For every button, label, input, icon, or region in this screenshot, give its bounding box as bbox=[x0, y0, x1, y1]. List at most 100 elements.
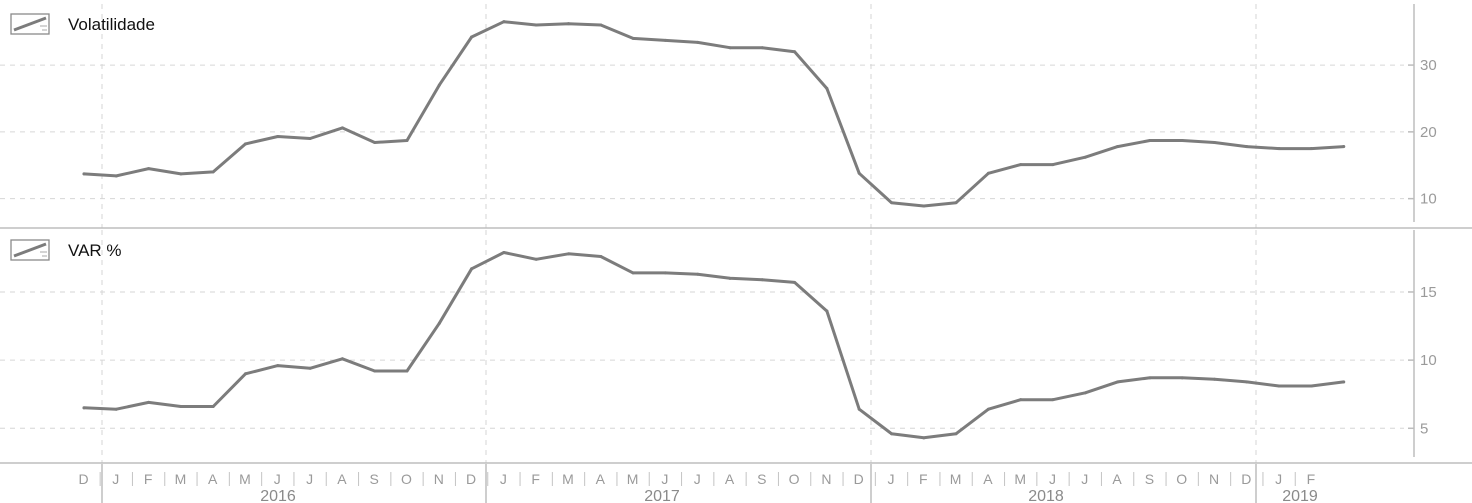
data-point bbox=[276, 135, 280, 139]
data-point bbox=[825, 309, 829, 313]
data-point bbox=[179, 172, 183, 176]
data-point bbox=[437, 321, 441, 325]
month-tick-label: A bbox=[983, 471, 993, 487]
data-point bbox=[1116, 145, 1120, 149]
month-tick-label: J bbox=[888, 471, 896, 487]
data-point bbox=[793, 50, 797, 54]
data-point bbox=[631, 271, 635, 275]
data-point bbox=[922, 436, 926, 440]
data-point bbox=[954, 432, 958, 436]
data-point bbox=[147, 167, 151, 171]
data-point bbox=[470, 267, 474, 271]
y-tick-label: 10 bbox=[1420, 352, 1437, 369]
data-point bbox=[760, 46, 764, 50]
data-point bbox=[922, 204, 926, 208]
data-point bbox=[599, 255, 603, 259]
data-point bbox=[1019, 398, 1023, 402]
month-tick-label: N bbox=[821, 471, 832, 487]
data-point bbox=[308, 137, 312, 141]
data-point bbox=[954, 201, 958, 205]
data-point bbox=[1180, 139, 1184, 143]
month-tick-label: D bbox=[1241, 471, 1252, 487]
month-tick-label: M bbox=[627, 471, 640, 487]
month-tick-label: O bbox=[789, 471, 801, 487]
month-tick-label: F bbox=[919, 471, 929, 487]
data-point bbox=[760, 278, 764, 282]
line-chart-icon bbox=[10, 13, 50, 35]
y-tick-label: 5 bbox=[1420, 420, 1428, 437]
data-point bbox=[1116, 380, 1120, 384]
data-point bbox=[728, 276, 732, 280]
data-point bbox=[696, 40, 700, 44]
data-point bbox=[825, 86, 829, 90]
data-point bbox=[82, 172, 86, 176]
data-point bbox=[114, 407, 118, 411]
data-point bbox=[793, 280, 797, 284]
month-tick-label: S bbox=[370, 471, 380, 487]
data-point bbox=[728, 46, 732, 50]
month-tick-label: J bbox=[1049, 471, 1057, 487]
month-tick-label: J bbox=[500, 471, 508, 487]
data-point bbox=[890, 432, 893, 436]
month-tick-label: M bbox=[562, 471, 575, 487]
data-point bbox=[405, 369, 409, 373]
data-point bbox=[1213, 377, 1216, 381]
month-tick-label: M bbox=[1014, 471, 1027, 487]
data-point bbox=[502, 250, 506, 254]
month-tick-label: F bbox=[1307, 471, 1317, 487]
data-point bbox=[502, 20, 506, 24]
month-tick-label: N bbox=[1209, 471, 1220, 487]
data-point bbox=[405, 139, 409, 143]
data-point bbox=[1083, 391, 1087, 395]
data-point bbox=[696, 272, 700, 276]
legend-label: Volatilidade bbox=[68, 15, 155, 34]
month-tick-label: A bbox=[337, 471, 347, 487]
data-point bbox=[1051, 163, 1055, 167]
data-point bbox=[534, 23, 538, 27]
month-tick-label: O bbox=[1176, 471, 1188, 487]
data-point bbox=[340, 126, 344, 130]
data-point bbox=[437, 83, 441, 87]
data-point bbox=[114, 174, 118, 178]
year-label: 2018 bbox=[1028, 488, 1064, 503]
x-axis: D J F M A M J J A S O N D J F M A M J J A S O N D J F M A M J J A S O N D J F2… bbox=[78, 464, 1318, 503]
month-tick-label: J bbox=[306, 471, 314, 487]
data-point bbox=[147, 400, 151, 404]
data-point bbox=[534, 257, 538, 261]
month-tick-label: M bbox=[175, 471, 188, 487]
data-point bbox=[986, 407, 990, 411]
data-point bbox=[1309, 147, 1313, 151]
data-point bbox=[1148, 139, 1152, 143]
data-point bbox=[1213, 141, 1216, 145]
data-point bbox=[308, 366, 312, 370]
data-point bbox=[276, 364, 280, 368]
data-point bbox=[1180, 376, 1184, 380]
data-point bbox=[1277, 384, 1281, 388]
month-tick-label: O bbox=[401, 471, 413, 487]
year-label: 2017 bbox=[644, 488, 680, 503]
month-tick-label: D bbox=[466, 471, 477, 487]
data-point bbox=[244, 142, 247, 146]
data-point bbox=[1148, 376, 1152, 380]
line-chart-icon bbox=[10, 239, 50, 261]
data-point bbox=[599, 23, 603, 27]
data-point bbox=[567, 252, 570, 256]
data-point bbox=[1019, 163, 1023, 167]
data-point bbox=[1051, 398, 1055, 402]
data-point bbox=[1245, 145, 1249, 149]
month-tick-label: M bbox=[950, 471, 963, 487]
data-point bbox=[986, 171, 990, 175]
volatility-panel: 10 20 30 Volatilidade bbox=[0, 4, 1472, 229]
year-label: 2016 bbox=[260, 488, 296, 503]
data-point bbox=[1342, 380, 1346, 384]
data-point bbox=[663, 271, 667, 275]
year-label: 2019 bbox=[1282, 488, 1318, 503]
series-line bbox=[82, 251, 1346, 440]
month-tick-label: S bbox=[1145, 471, 1155, 487]
month-tick-label: D bbox=[854, 471, 865, 487]
y-tick-label: 20 bbox=[1420, 124, 1437, 141]
y-tick-label: 15 bbox=[1420, 284, 1437, 301]
data-point bbox=[1277, 147, 1281, 151]
data-point bbox=[1083, 155, 1087, 159]
data-point bbox=[890, 201, 893, 205]
